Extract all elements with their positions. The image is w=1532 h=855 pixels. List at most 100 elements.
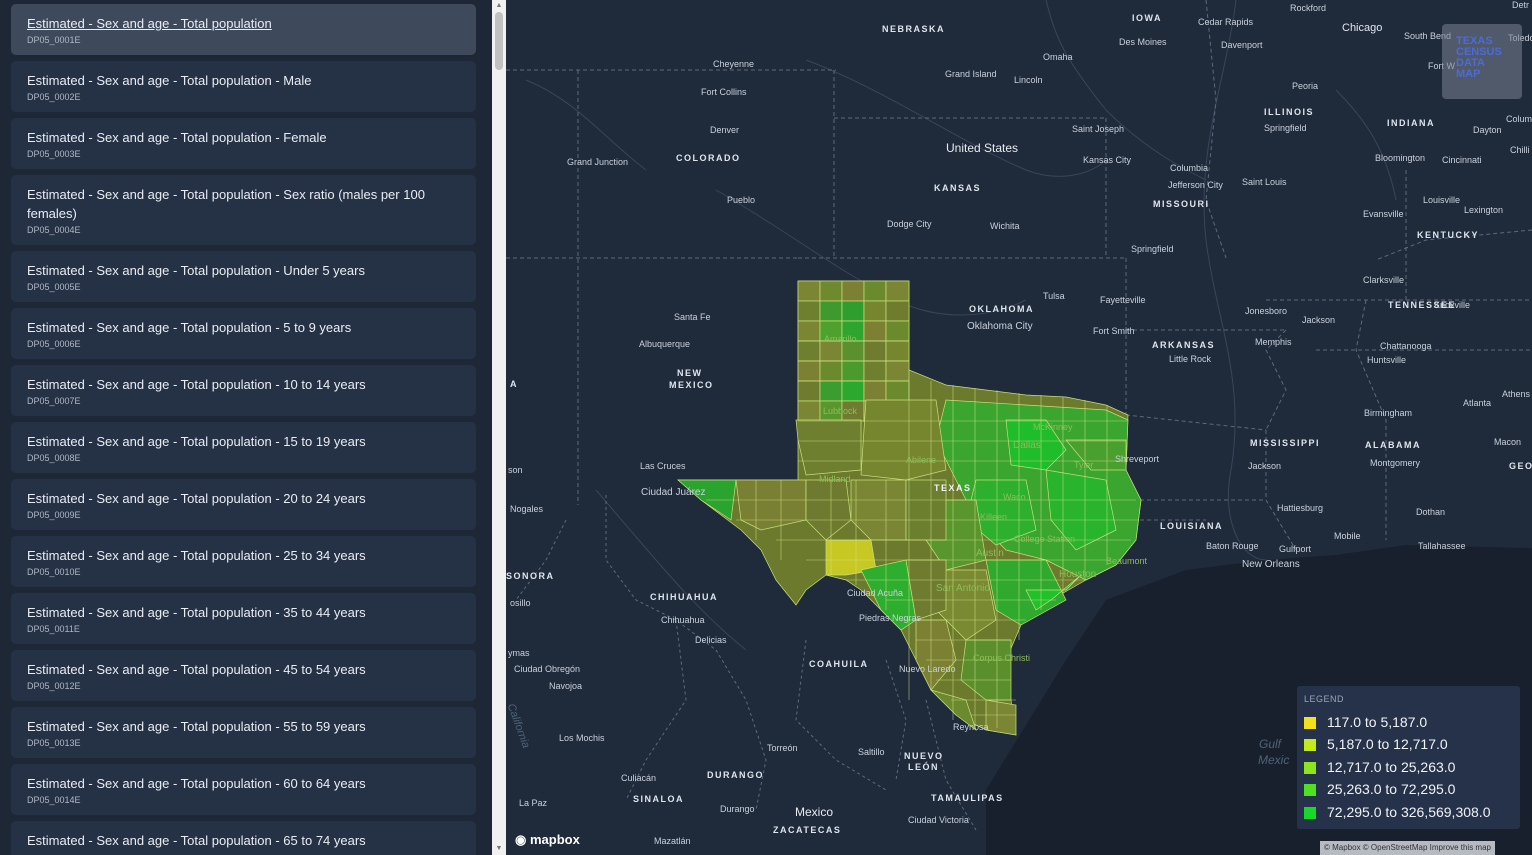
- city-label: Tulsa: [1043, 291, 1065, 301]
- variable-item[interactable]: Estimated - Sex and age - Total populati…: [11, 61, 476, 112]
- state-label-indiana: INDIANA: [1387, 118, 1435, 128]
- city-label: Reynosa: [953, 722, 989, 732]
- city-label: Cheyenne: [713, 59, 755, 69]
- city-label: Dayton: [1473, 125, 1502, 135]
- state-label-illinois: ILLINOIS: [1264, 107, 1314, 117]
- state-label-louisiana: LOUISIANA: [1160, 521, 1223, 531]
- variable-code: DP05_0008E: [27, 453, 81, 463]
- logo-line: DATA: [1456, 57, 1485, 69]
- city-label: son: [508, 465, 523, 475]
- mapbox-wordmark: mapbox: [529, 832, 580, 847]
- city-label: Saltillo: [858, 747, 885, 757]
- city-label: Louisville: [1423, 195, 1461, 205]
- city-label: Denver: [710, 125, 740, 135]
- variable-item[interactable]: Estimated - Sex and age - Total populati…: [11, 422, 476, 473]
- city-label: San Antonio: [936, 583, 990, 594]
- scrollbar-thumb[interactable]: [495, 12, 503, 70]
- variable-item[interactable]: Estimated - Sex and age - Total populati…: [11, 175, 476, 245]
- water-label-gulf: Gulf: [1259, 737, 1282, 751]
- city-label: Wichita: [990, 221, 1020, 231]
- variable-item[interactable]: Estimated - Sex and age - Total populati…: [11, 764, 476, 815]
- city-label: Killeen: [980, 512, 1008, 522]
- variable-item[interactable]: Estimated - Sex and age - Total populati…: [11, 650, 476, 701]
- variable-item[interactable]: Estimated - Sex and age - Total populati…: [11, 251, 476, 302]
- variable-label: Estimated - Sex and age - Total populati…: [27, 434, 366, 449]
- variable-label: Estimated - Sex and age - Total populati…: [27, 320, 352, 335]
- scroll-down-icon[interactable]: ▼: [495, 845, 503, 852]
- city-label: Nuevo Laredo: [899, 664, 956, 674]
- variable-item[interactable]: Estimated - Sex and age - Total populati…: [11, 536, 476, 587]
- city-label: Houston: [1059, 569, 1097, 580]
- water-label-mexico: Mexic: [1258, 753, 1290, 767]
- variable-label: Estimated - Sex and age - Total populati…: [27, 491, 366, 506]
- variable-label: Estimated - Sex and age - Total populati…: [27, 187, 425, 221]
- variable-item[interactable]: Estimated - Sex and age - Total populati…: [11, 365, 476, 416]
- city-label: McKinney: [1033, 422, 1073, 432]
- legend-title: LEGEND: [1304, 694, 1345, 704]
- city-label: Dothan: [1416, 507, 1446, 517]
- mexico-state-boundaries: [515, 495, 977, 831]
- city-label: Corpus Christi: [973, 653, 1031, 663]
- variable-code: DP05_0009E: [27, 510, 81, 520]
- city-label: Omaha: [1043, 52, 1073, 62]
- east-texas-counties: [925, 399, 1142, 736]
- variable-label: Estimated - Sex and age - Total populati…: [27, 605, 366, 620]
- mapbox-logo[interactable]: ◉ mapbox: [515, 832, 580, 848]
- variable-label: Estimated - Sex and age - Total populati…: [27, 16, 272, 31]
- variable-code: DP05_0006E: [27, 339, 81, 349]
- variable-item[interactable]: Estimated - Sex and age - Total populati…: [11, 4, 476, 55]
- state-label-tamaulipas: TAMAULIPAS: [931, 793, 1004, 803]
- city-label: Columbia: [1170, 163, 1209, 173]
- city-label: Austin: [976, 548, 1004, 559]
- city-label: Lexington: [1464, 205, 1504, 215]
- city-label: Macon: [1494, 437, 1522, 447]
- city-label: Athens: [1502, 389, 1531, 399]
- mapbox-icon: ◉: [515, 832, 530, 847]
- variable-sidebar[interactable]: Estimated - Sex and age - Total populati…: [0, 0, 492, 855]
- city-label: Albuquerque: [639, 339, 691, 349]
- variable-item[interactable]: Estimated - Sex and age - Total populati…: [11, 593, 476, 644]
- city-label: Grand Island: [945, 69, 997, 79]
- city-label: ymas: [508, 648, 530, 658]
- city-label: Jefferson City: [1168, 180, 1223, 190]
- city-label: Bloomington: [1375, 153, 1426, 163]
- city-label: Little Rock: [1169, 354, 1212, 364]
- variable-item[interactable]: Estimated - Sex and age - Total populati…: [11, 308, 476, 359]
- state-label-durango: DURANGO: [707, 770, 764, 780]
- panhandle-counties: [797, 280, 910, 422]
- variable-item[interactable]: Estimated - Sex and age - Total populati…: [11, 118, 476, 169]
- city-label: Tallahassee: [1418, 541, 1466, 551]
- city-label: Huntsville: [1367, 355, 1407, 365]
- variable-item[interactable]: Estimated - Sex and age - Total populati…: [11, 821, 476, 855]
- scroll-up-icon[interactable]: ▲: [495, 2, 503, 9]
- city-label: Ciudad Victoria: [908, 815, 969, 825]
- state-label-missouri: MISSOURI: [1153, 199, 1210, 209]
- city-label: Piedras Negras: [859, 613, 922, 623]
- variable-code: DP05_0005E: [27, 282, 81, 292]
- sidebar-scrollbar[interactable]: ▲ ▼: [492, 0, 506, 855]
- texas-census-data-map-logo[interactable]: TEXAS CENSUS DATA MAP: [1442, 24, 1522, 99]
- city-label: Baton Rouge: [1206, 541, 1259, 551]
- city-label: Chicago: [1342, 22, 1383, 34]
- city-label: Ciudad Acuña: [847, 588, 904, 598]
- variable-item[interactable]: Estimated - Sex and age - Total populati…: [11, 479, 476, 530]
- legend-label: 5,187.0 to 12,717.0: [1327, 736, 1448, 752]
- variable-label: Estimated - Sex and age - Total populati…: [27, 719, 366, 734]
- city-label: New Orleans: [1242, 559, 1300, 570]
- variable-label: Estimated - Sex and age - Total populati…: [27, 377, 366, 392]
- variable-code: DP05_0004E: [27, 225, 81, 235]
- city-label: Detr: [1512, 0, 1530, 10]
- city-label: Dallas: [1013, 440, 1041, 451]
- city-label: Chilli: [1510, 145, 1530, 155]
- city-label: Santa Fe: [674, 312, 711, 322]
- variable-item[interactable]: Estimated - Sex and age - Total populati…: [11, 707, 476, 758]
- variable-code: DP05_0011E: [27, 624, 80, 634]
- city-label: Kansas City: [1083, 155, 1132, 165]
- legend-label: 25,263.0 to 72,295.0: [1327, 781, 1456, 797]
- map-attribution[interactable]: © Mapbox © OpenStreetMap Improve this ma…: [1320, 841, 1495, 855]
- city-label: Pueblo: [727, 195, 756, 205]
- city-label: Chihuahua: [661, 615, 705, 625]
- logo-line: CENSUS: [1456, 46, 1502, 58]
- city-label: Knoxville: [1434, 300, 1471, 310]
- map-canvas[interactable]: NEBRASKA IOWA ILLINOIS INDIANA COLORADO …: [506, 0, 1532, 855]
